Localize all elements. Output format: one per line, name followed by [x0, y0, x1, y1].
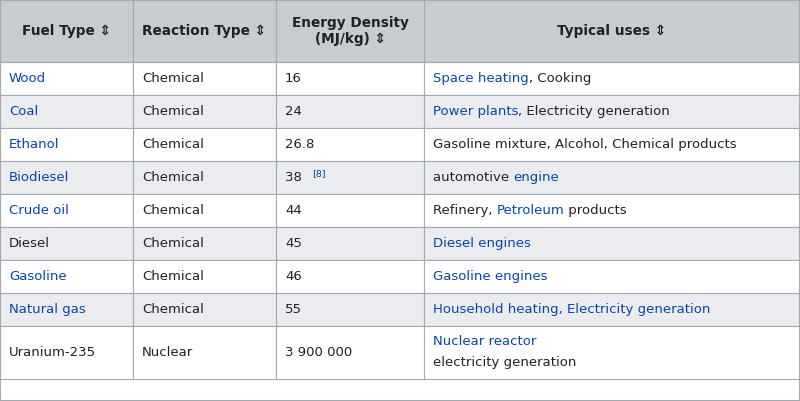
- Text: [8]: [8]: [312, 169, 326, 178]
- Text: Chemical: Chemical: [142, 171, 204, 184]
- Bar: [133, 260, 276, 293]
- Text: Nuclear reactor: Nuclear reactor: [433, 335, 536, 348]
- Text: Wood: Wood: [9, 72, 46, 85]
- Bar: [424, 293, 800, 326]
- Text: 26.8: 26.8: [285, 138, 314, 151]
- Text: Chemical: Chemical: [142, 270, 204, 283]
- Text: automotive: automotive: [433, 171, 514, 184]
- Text: Household heating, Electricity generation: Household heating, Electricity generatio…: [433, 303, 710, 316]
- Text: Chemical: Chemical: [142, 105, 204, 118]
- Bar: [424, 0, 800, 62]
- Bar: [0, 194, 133, 227]
- Text: Chemical: Chemical: [142, 138, 204, 151]
- Text: Chemical: Chemical: [142, 237, 204, 250]
- Bar: [424, 95, 800, 128]
- Bar: [276, 227, 424, 260]
- Bar: [276, 95, 424, 128]
- Text: Fuel Type ⇕: Fuel Type ⇕: [22, 24, 111, 38]
- Text: Gasoline mixture, Alcohol, Chemical products: Gasoline mixture, Alcohol, Chemical prod…: [433, 138, 737, 151]
- Text: Crude oil: Crude oil: [9, 204, 69, 217]
- Text: 44: 44: [285, 204, 302, 217]
- Text: 46: 46: [285, 270, 302, 283]
- Bar: [133, 128, 276, 161]
- Bar: [0, 326, 133, 379]
- Bar: [276, 161, 424, 194]
- Text: Chemical: Chemical: [142, 204, 204, 217]
- Bar: [0, 161, 133, 194]
- Text: Nuclear: Nuclear: [142, 346, 194, 359]
- Bar: [0, 227, 133, 260]
- Bar: [133, 95, 276, 128]
- Text: engine: engine: [514, 171, 559, 184]
- Text: Reaction Type ⇕: Reaction Type ⇕: [142, 24, 266, 38]
- Text: 24: 24: [285, 105, 302, 118]
- Bar: [276, 326, 424, 379]
- Text: 45: 45: [285, 237, 302, 250]
- Text: Diesel: Diesel: [9, 237, 50, 250]
- Text: electricity generation: electricity generation: [433, 356, 576, 369]
- Bar: [0, 293, 133, 326]
- Bar: [0, 260, 133, 293]
- Text: Gasoline engines: Gasoline engines: [433, 270, 547, 283]
- Bar: [424, 62, 800, 95]
- Bar: [276, 260, 424, 293]
- Text: Diesel engines: Diesel engines: [433, 237, 531, 250]
- Text: Petroleum: Petroleum: [497, 204, 565, 217]
- Text: Ethanol: Ethanol: [9, 138, 59, 151]
- Bar: [133, 0, 276, 62]
- Bar: [133, 62, 276, 95]
- Bar: [424, 326, 800, 379]
- Text: Coal: Coal: [9, 105, 38, 118]
- Text: products: products: [565, 204, 627, 217]
- Bar: [0, 95, 133, 128]
- Text: Chemical: Chemical: [142, 303, 204, 316]
- Text: 38: 38: [285, 171, 306, 184]
- Text: 16: 16: [285, 72, 302, 85]
- Bar: [133, 326, 276, 379]
- Text: , Electricity generation: , Electricity generation: [518, 105, 670, 118]
- Bar: [276, 128, 424, 161]
- Text: 55: 55: [285, 303, 302, 316]
- Text: , Cooking: , Cooking: [529, 72, 591, 85]
- Text: Natural gas: Natural gas: [9, 303, 86, 316]
- Text: Biodiesel: Biodiesel: [9, 171, 70, 184]
- Text: Power plants: Power plants: [433, 105, 518, 118]
- Bar: [276, 194, 424, 227]
- Text: Chemical: Chemical: [142, 72, 204, 85]
- Bar: [424, 260, 800, 293]
- Text: Uranium-235: Uranium-235: [9, 346, 96, 359]
- Text: Space heating: Space heating: [433, 72, 529, 85]
- Bar: [424, 128, 800, 161]
- Bar: [133, 194, 276, 227]
- Text: Refinery,: Refinery,: [433, 204, 497, 217]
- Text: 3 900 000: 3 900 000: [285, 346, 352, 359]
- Text: Typical uses ⇕: Typical uses ⇕: [558, 24, 666, 38]
- Bar: [133, 227, 276, 260]
- Bar: [424, 227, 800, 260]
- Bar: [424, 161, 800, 194]
- Bar: [0, 62, 133, 95]
- Bar: [276, 0, 424, 62]
- Text: Energy Density
(MJ/kg) ⇕: Energy Density (MJ/kg) ⇕: [291, 16, 409, 46]
- Bar: [276, 62, 424, 95]
- Bar: [0, 128, 133, 161]
- Bar: [0, 0, 133, 62]
- Bar: [133, 161, 276, 194]
- Bar: [276, 293, 424, 326]
- Bar: [133, 293, 276, 326]
- Bar: [424, 194, 800, 227]
- Text: Gasoline: Gasoline: [9, 270, 66, 283]
